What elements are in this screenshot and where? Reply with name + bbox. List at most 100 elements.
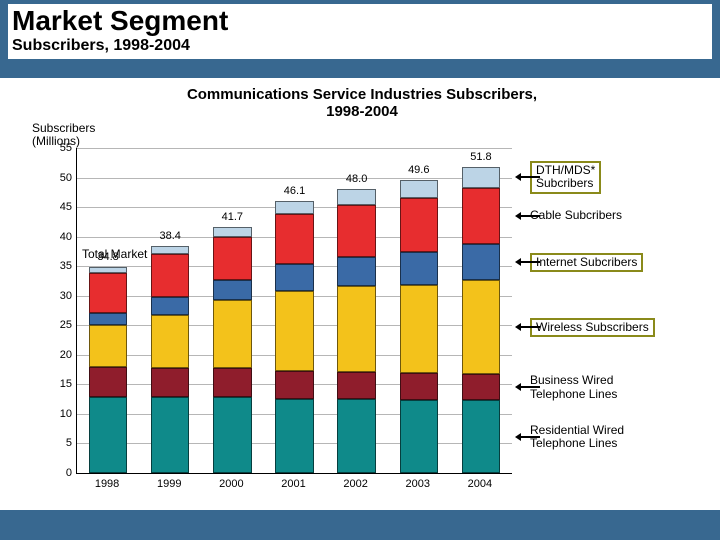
legend-area: DTH/MDS*Subcribers Cable Subcribers Intern…	[518, 152, 688, 472]
bar-segment-internet	[275, 264, 314, 291]
y-tick-labels: 0510152025303540455055	[32, 148, 74, 474]
bar-segment-residential	[400, 400, 439, 473]
bar-segment-wireless	[151, 315, 190, 368]
legend-item-internet: Internet Subcribers	[530, 253, 680, 272]
bar-segment-residential	[337, 399, 376, 473]
bar-segment-dth	[151, 246, 190, 254]
bar-segment-internet	[151, 297, 190, 315]
total-market-label: Total Market	[82, 247, 147, 261]
bar-value-label: 48.0	[337, 173, 376, 185]
x-tick-label: 2004	[468, 478, 492, 490]
x-tick-label: 1998	[95, 478, 119, 490]
bar-segment-residential	[151, 397, 190, 473]
bar-segment-internet	[400, 252, 439, 285]
bar-segment-business	[400, 373, 439, 400]
bar: 51.8	[462, 167, 501, 473]
legend-item-dth: DTH/MDS*Subcribers	[530, 161, 680, 193]
bar: 38.4	[151, 246, 190, 473]
bar-value-label: 49.6	[400, 164, 439, 176]
gridline	[77, 148, 512, 149]
arrow-left-icon	[520, 386, 540, 388]
bar-value-label: 41.7	[213, 211, 252, 223]
legend-item-residential: Residential WiredTelephone Lines	[530, 424, 680, 450]
y-tick-label: 25	[60, 319, 72, 331]
bar-segment-internet	[462, 244, 501, 279]
x-tick-label: 2003	[406, 478, 430, 490]
bar-segment-internet	[213, 280, 252, 301]
legend-label: DTH/MDS*Subcribers	[536, 164, 595, 190]
bar-segment-dth	[213, 227, 252, 237]
bar-segment-business	[89, 367, 128, 398]
bar-segment-internet	[337, 257, 376, 287]
arrow-left-icon	[520, 326, 540, 328]
bar-segment-dth	[462, 167, 501, 188]
legend-label: Cable Subcribers	[530, 209, 680, 222]
bar-segment-cable	[337, 205, 376, 256]
bar: 48.0	[337, 189, 376, 473]
bar: 41.7	[213, 227, 252, 473]
chart-title-line1: Communications Service Industries Subscr…	[187, 86, 537, 103]
y-caption-l2: (Millions)	[32, 134, 80, 148]
y-tick-label: 45	[60, 201, 72, 213]
y-tick-label: 35	[60, 260, 72, 272]
bar-segment-business	[151, 368, 190, 398]
bar-segment-business	[462, 374, 501, 400]
legend-highlight-box: Internet Subcribers	[530, 253, 643, 272]
bar: 34.8	[89, 267, 128, 473]
legend-item-wireless: Wireless Subscribers	[530, 318, 680, 337]
bar-value-label: 46.1	[275, 185, 314, 197]
bar-segment-residential	[275, 399, 314, 473]
y-tick-label: 10	[60, 408, 72, 420]
bar-segment-residential	[462, 400, 501, 473]
legend-label: Internet Subcribers	[536, 256, 637, 269]
y-tick-label: 55	[60, 142, 72, 154]
plot-area: 34.8 38.4 41.7 46.1 48.0 49.6 51.8	[76, 148, 512, 474]
legend-highlight-box: Wireless Subscribers	[530, 318, 655, 337]
bar-segment-business	[337, 372, 376, 399]
bar-segment-wireless	[89, 325, 128, 366]
bar-segment-business	[213, 368, 252, 397]
x-tick-labels: 1998 1999 2000 2001 2002 2003 2004	[76, 476, 512, 496]
chart-title: Communications Service Industries Subscr…	[32, 86, 692, 121]
bar-segment-dth	[89, 267, 128, 273]
bar-segment-internet	[89, 313, 128, 325]
arrow-left-icon	[520, 176, 540, 178]
bar: 46.1	[275, 201, 314, 473]
y-tick-label: 20	[60, 349, 72, 361]
x-tick-label: 1999	[157, 478, 181, 490]
y-tick-label: 30	[60, 290, 72, 302]
y-tick-label: 5	[66, 437, 72, 449]
arrow-left-icon	[520, 436, 540, 438]
bar-segment-residential	[213, 397, 252, 473]
legend-item-business: Business WiredTelephone Lines	[530, 374, 680, 400]
page-subtitle: Subscribers, 1998-2004	[8, 37, 712, 59]
x-tick-label: 2002	[343, 478, 367, 490]
bar-segment-wireless	[213, 300, 252, 368]
legend-highlight-box: DTH/MDS*Subcribers	[530, 161, 601, 193]
bar-segment-wireless	[337, 286, 376, 372]
gridline	[77, 178, 512, 179]
y-tick-label: 15	[60, 378, 72, 390]
page-title: Market Segment	[8, 4, 712, 37]
bar-segment-cable	[89, 273, 128, 313]
legend-label: Business WiredTelephone Lines	[530, 374, 680, 400]
bar-segment-wireless	[462, 280, 501, 375]
bar-value-label: 51.8	[462, 151, 501, 163]
page-root: Market Segment Subscribers, 1998-2004 Co…	[0, 0, 720, 540]
bar-segment-dth	[275, 201, 314, 215]
bar-segment-residential	[89, 397, 128, 473]
bar-segment-dth	[337, 189, 376, 205]
x-tick-label: 2001	[281, 478, 305, 490]
x-tick-label: 2000	[219, 478, 243, 490]
bar-segment-cable	[213, 237, 252, 280]
bar-segment-cable	[275, 214, 314, 264]
bar-segment-wireless	[400, 285, 439, 374]
arrow-left-icon	[520, 215, 540, 217]
footer-band	[0, 510, 720, 540]
bar-segment-wireless	[275, 291, 314, 371]
y-tick-label: 0	[66, 467, 72, 479]
bar-segment-dth	[400, 180, 439, 198]
legend-item-cable: Cable Subcribers	[530, 209, 680, 222]
bar-segment-cable	[462, 188, 501, 245]
chart-container: Communications Service Industries Subscr…	[32, 84, 692, 504]
